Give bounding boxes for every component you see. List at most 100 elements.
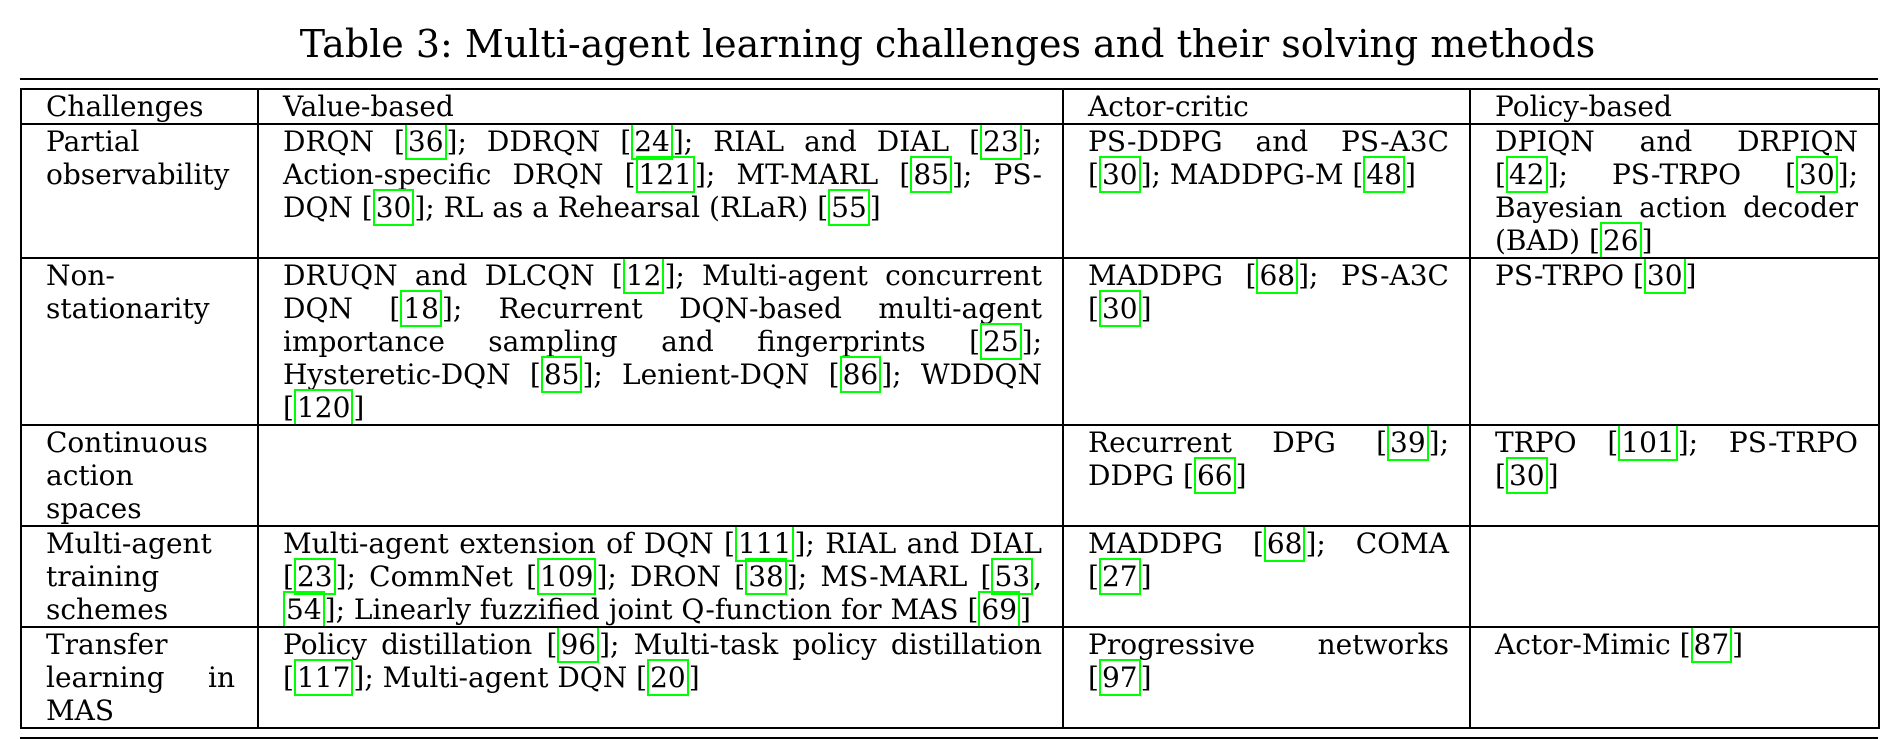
challenge-cell: Continuous action spaces	[20, 424, 259, 527]
cell-text: ]; Recurrent DQN-based multi-agent impor…	[283, 292, 1043, 358]
value-based-cell: Policy distillation [96]; Multi-task pol…	[257, 626, 1064, 729]
table-row: Non-stationarity DRUQN and DLCQN [12]; M…	[20, 257, 1880, 426]
citation-link[interactable]: 86	[839, 356, 882, 393]
value-based-cell	[257, 424, 1064, 527]
methods-table: Challenges Value-based Actor-critic Poli…	[20, 78, 1880, 739]
cell-text: ]; RIAL and DIAL [	[672, 125, 980, 158]
cell-text: ]; DDPG [	[1088, 426, 1449, 492]
citation-link[interactable]: 24	[631, 126, 673, 160]
citation-link[interactable]: 12	[622, 260, 665, 294]
citation-link[interactable]: 23	[293, 558, 336, 595]
citation-link[interactable]: 85	[910, 156, 952, 193]
cell-text: ]	[353, 391, 365, 424]
cell-text: ]; Hysteretic-DQN [	[283, 325, 1042, 391]
actor-critic-cell: PS-DDPG and PS-A3C [30]; MADDPG-M [48]	[1062, 123, 1471, 259]
citation-link[interactable]: 96	[557, 629, 600, 663]
citation-link[interactable]: 121	[635, 156, 695, 193]
cell-text: ]; PS-TRPO [	[1495, 426, 1858, 492]
citation-link[interactable]: 87	[1690, 629, 1733, 663]
citation-link[interactable]: 48	[1363, 156, 1405, 193]
citation-link[interactable]: 101	[1618, 427, 1678, 461]
policy-based-cell: PS-TRPO [30]	[1469, 257, 1880, 426]
cell-text: DRUQN and DLCQN [	[283, 259, 623, 292]
cell-text: MADDPG [	[1088, 527, 1264, 560]
citation-link[interactable]: 26	[1599, 222, 1642, 256]
cell-text: ,	[1033, 560, 1042, 593]
cell-text: ]; PS-TRPO [	[1547, 158, 1796, 191]
cell-text: ]; Action-specific DRQN [	[283, 125, 1042, 191]
cell-text: ]	[1641, 224, 1653, 257]
cell-text: ]; DDRQN [	[446, 125, 632, 158]
cell-text: ]	[1685, 259, 1697, 292]
policy-based-cell	[1469, 525, 1880, 628]
cell-text: ]; Lenient-DQN [	[582, 358, 840, 391]
citation-link[interactable]: 18	[400, 290, 442, 327]
cell-text: Policy distillation [	[283, 628, 558, 661]
citation-link[interactable]: 30	[372, 189, 415, 226]
citation-link[interactable]: 69	[978, 591, 1021, 625]
citation-link[interactable]: 97	[1098, 659, 1141, 696]
cell-text: ]	[1140, 292, 1152, 325]
value-based-cell: DRQN [36]; DDRQN [24]; RIAL and DIAL [23…	[257, 123, 1064, 259]
policy-based-cell: DPIQN and DRPIQN [42]; PS-TRPO [30]; Bay…	[1469, 123, 1880, 259]
table-row: Multi-agent training schemes Multi-agent…	[20, 525, 1880, 628]
citation-link[interactable]: 20	[647, 659, 689, 696]
cell-text: Multi-agent extension of DQN [	[283, 527, 735, 560]
table-header-row: Challenges Value-based Actor-critic Poli…	[20, 88, 1880, 125]
citation-link[interactable]: 53	[991, 558, 1034, 595]
value-based-cell: DRUQN and DLCQN [12]; Multi-agent concur…	[257, 257, 1064, 426]
cell-text: ]	[869, 191, 881, 224]
cell-text: DRQN [	[283, 125, 405, 158]
citation-link[interactable]: 30	[1796, 156, 1838, 193]
header-policy-based: Policy-based	[1469, 88, 1880, 125]
citation-link[interactable]: 68	[1263, 528, 1306, 562]
citation-link[interactable]: 120	[293, 389, 354, 423]
header-challenges: Challenges	[20, 88, 259, 125]
cell-text: ]	[1020, 593, 1031, 626]
cell-text: ]	[1732, 628, 1744, 661]
citation-link[interactable]: 36	[404, 126, 447, 160]
actor-critic-cell: MADDPG [68]; COMA [27]	[1062, 525, 1471, 628]
cell-text: ]; WDDQN [	[283, 358, 1042, 424]
citation-link[interactable]: 54	[283, 591, 325, 625]
citation-link[interactable]: 66	[1193, 457, 1236, 494]
citation-link[interactable]: 39	[1387, 427, 1429, 461]
citation-link[interactable]: 30	[1098, 156, 1141, 193]
citation-link[interactable]: 38	[745, 558, 787, 595]
cell-text: ]; RL as a Rehearsal (RLaR) [	[414, 191, 829, 224]
cell-text: ]; PS-A3C [	[1088, 259, 1449, 325]
cell-text: ]	[1140, 560, 1152, 593]
citation-link[interactable]: 25	[980, 323, 1022, 360]
citation-link[interactable]: 85	[540, 356, 583, 393]
actor-critic-cell: Progressive networks [97]	[1062, 626, 1471, 729]
cell-text: ]	[688, 661, 700, 694]
cell-text: ]	[1235, 459, 1247, 492]
table-row: Partial observability DRQN [36]; DDRQN […	[20, 123, 1880, 259]
citation-link[interactable]: 109	[537, 558, 597, 595]
citation-link[interactable]: 23	[980, 126, 1022, 160]
cell-text: DPIQN and DRPIQN [	[1495, 125, 1858, 191]
citation-link[interactable]: 42	[1505, 156, 1548, 193]
cell-text: ]; Multi-agent DQN [	[353, 661, 648, 694]
header-actor-critic: Actor-critic	[1062, 88, 1471, 125]
cell-text: ]; Linearly fuzzified joint Q-function f…	[324, 593, 979, 626]
citation-link[interactable]: 55	[828, 189, 870, 226]
citation-link[interactable]: 30	[1643, 260, 1686, 294]
citation-link[interactable]: 30	[1098, 290, 1141, 327]
citation-link[interactable]: 68	[1256, 260, 1299, 294]
cell-text: ]	[1140, 661, 1152, 694]
citation-link[interactable]: 27	[1098, 558, 1141, 595]
cell-text: ]; MS-MARL [	[786, 560, 992, 593]
citation-link[interactable]: 111	[734, 528, 795, 562]
actor-critic-cell: Recurrent DPG [39]; DDPG [66]	[1062, 424, 1471, 527]
cell-text: ]; RIAL and DIAL [	[283, 527, 1042, 593]
citation-link[interactable]: 30	[1505, 457, 1548, 494]
table-row: Transfer learning in MAS Policy distilla…	[20, 626, 1880, 729]
cell-text: Recurrent DPG [	[1088, 426, 1387, 459]
cell-text: Actor-Mimic [	[1495, 628, 1691, 661]
challenge-cell: Partial observability	[20, 123, 259, 259]
challenge-cell: Transfer learning in MAS	[20, 626, 259, 729]
policy-based-cell: TRPO [101]; PS-TRPO [30]	[1469, 424, 1880, 527]
cell-text: PS-TRPO [	[1495, 259, 1644, 292]
citation-link[interactable]: 117	[293, 659, 354, 696]
